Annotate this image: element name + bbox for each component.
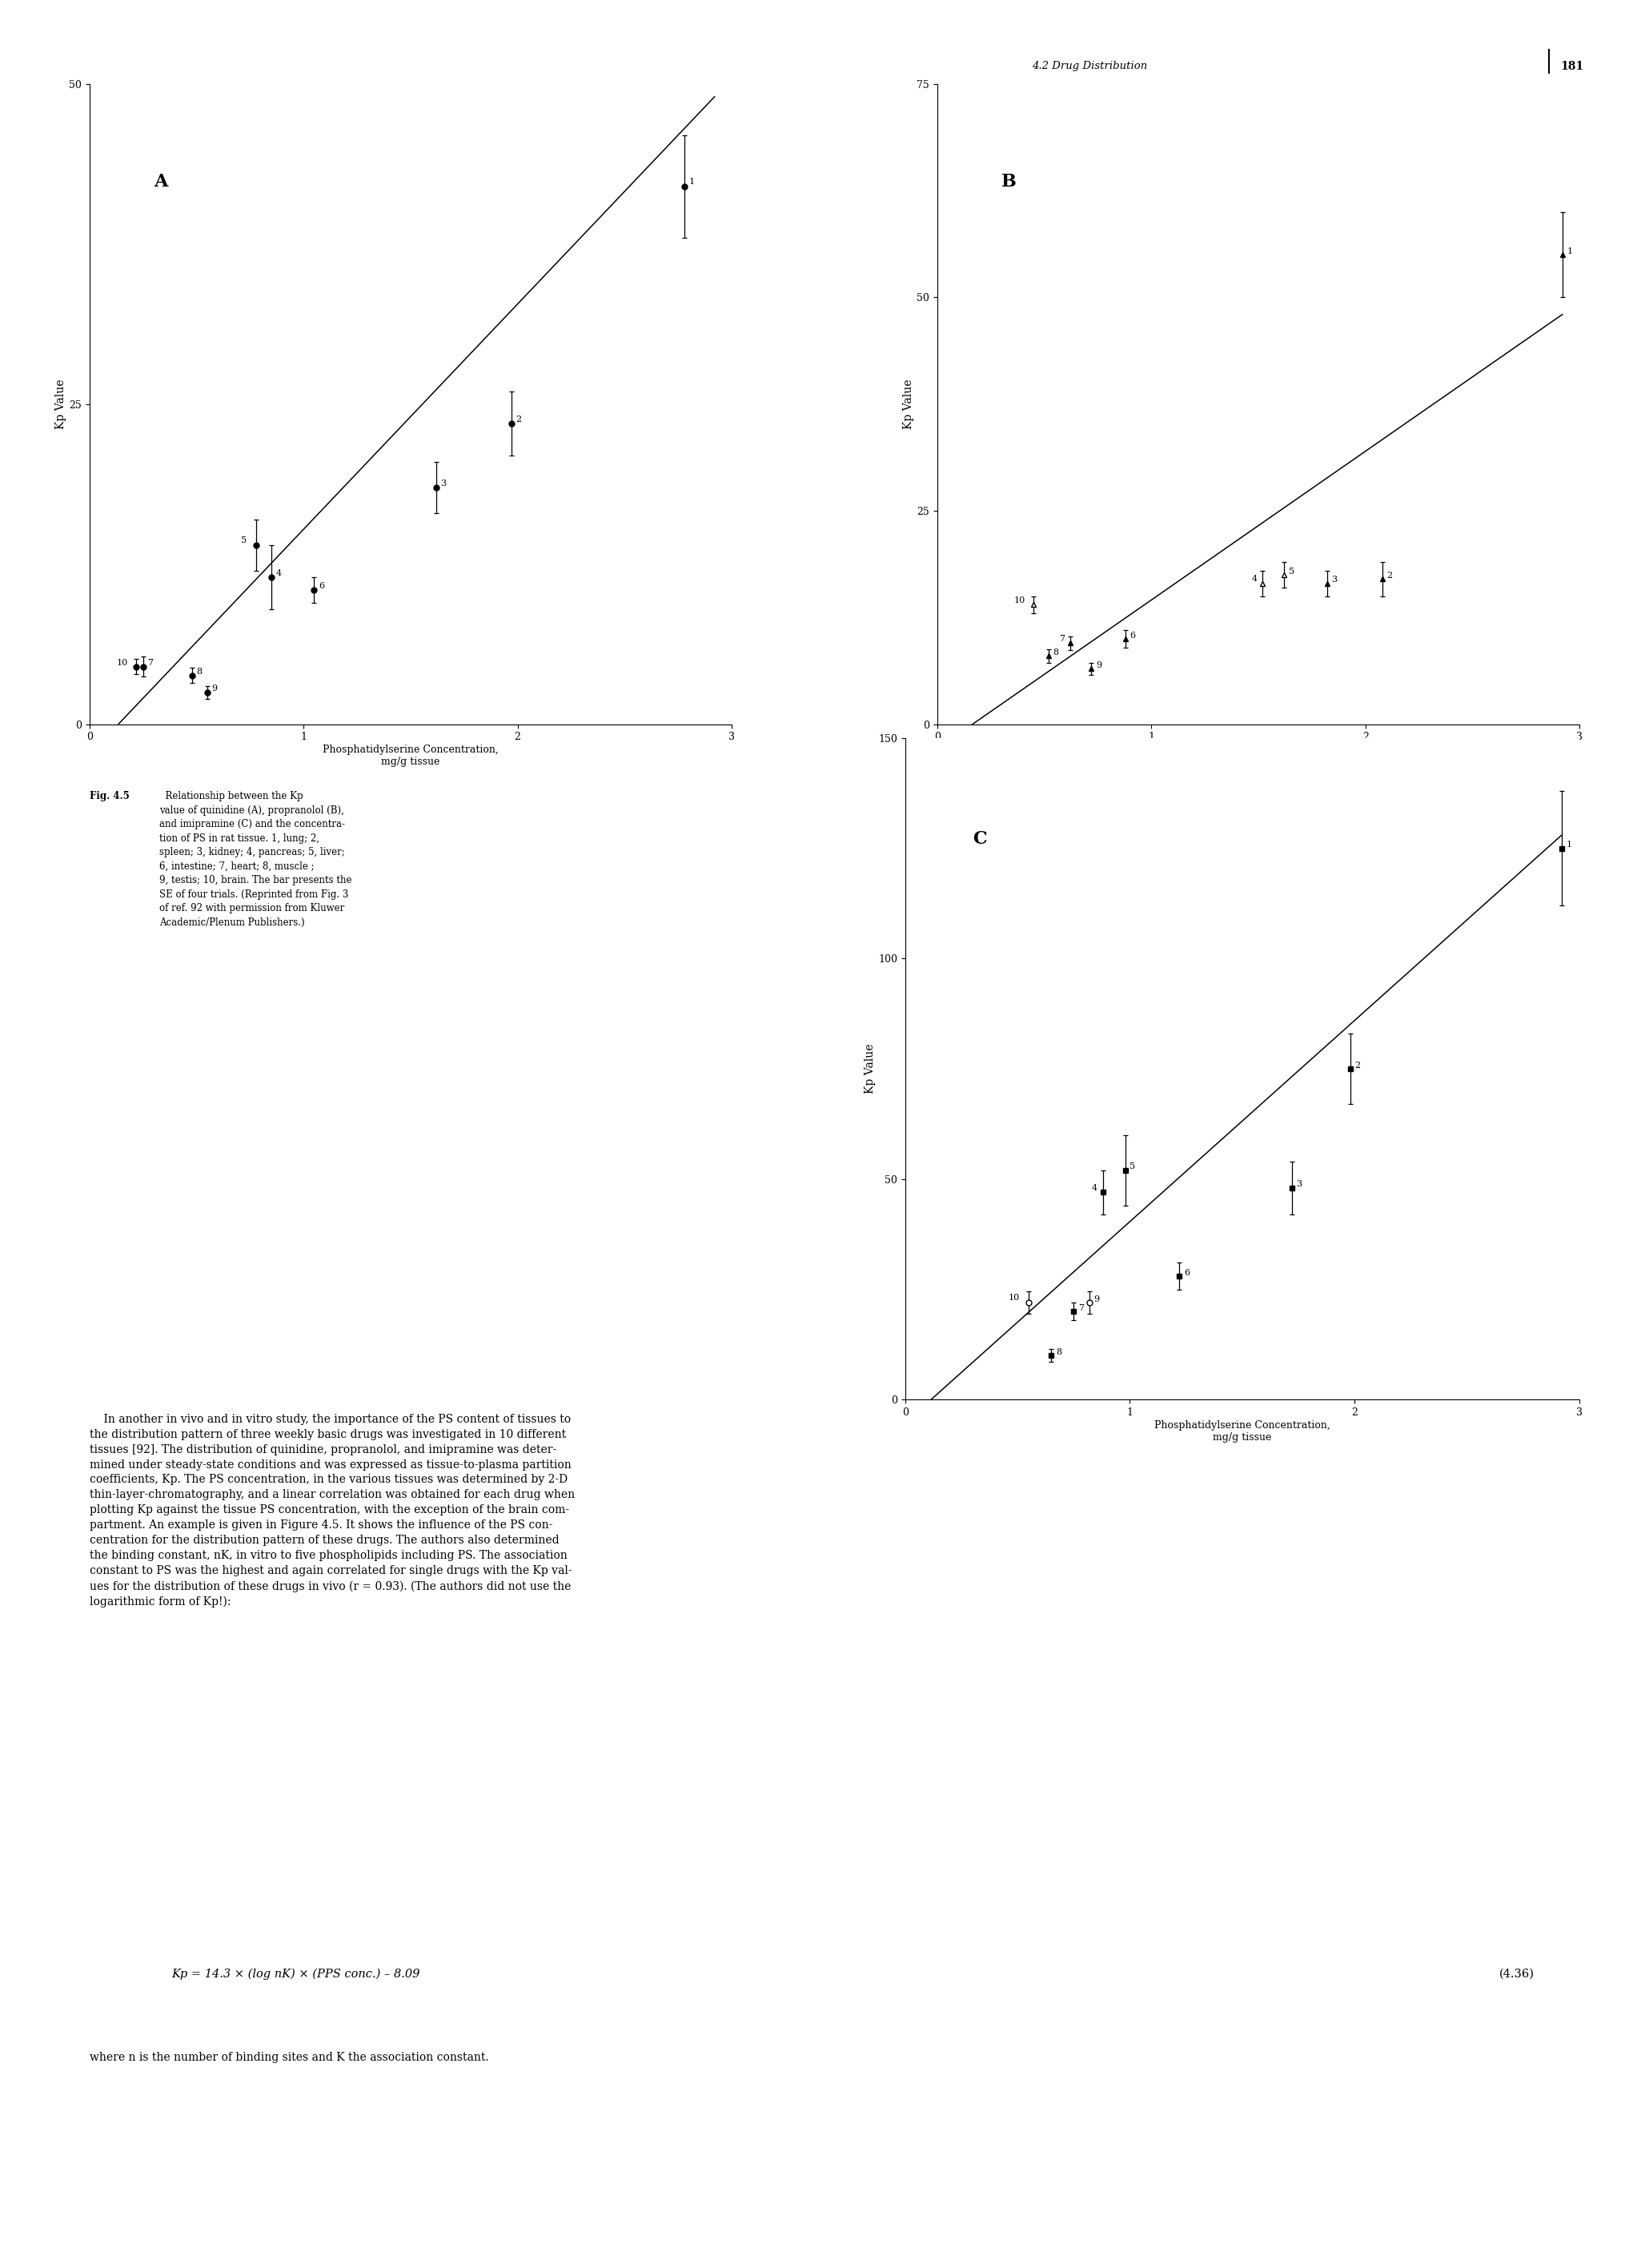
Text: 1: 1: [1566, 841, 1571, 848]
Text: (4.36): (4.36): [1500, 1969, 1534, 1980]
Text: 10: 10: [1014, 596, 1025, 603]
Text: 181: 181: [1560, 61, 1583, 73]
Text: Fig. 4.5: Fig. 4.5: [89, 792, 130, 801]
Text: 4: 4: [1092, 1184, 1097, 1191]
Text: A: A: [154, 172, 167, 191]
Text: 4: 4: [1251, 574, 1258, 583]
Text: B: B: [1001, 172, 1017, 191]
Text: 5: 5: [240, 535, 247, 544]
Text: 4.2 Drug Distribution: 4.2 Drug Distribution: [1032, 61, 1147, 73]
Text: 8: 8: [197, 669, 202, 676]
Text: Kp = 14.3 × (log nK) × (PPS conc.) – 8.09: Kp = 14.3 × (log nK) × (PPS conc.) – 8.0…: [171, 1969, 419, 1980]
Text: 1: 1: [1566, 247, 1573, 256]
Text: 5: 5: [1289, 567, 1294, 576]
Text: 4: 4: [276, 569, 281, 578]
Text: 5: 5: [1129, 1163, 1136, 1170]
Text: 9: 9: [1094, 1295, 1100, 1304]
Text: 10: 10: [1009, 1295, 1020, 1302]
Y-axis label: Kp Value: Kp Value: [904, 379, 915, 429]
X-axis label: Phosphatidylserine Concentration,
mg/g tissue: Phosphatidylserine Concentration, mg/g t…: [1170, 744, 1345, 767]
Text: 9: 9: [1095, 662, 1102, 669]
Text: 6: 6: [1129, 631, 1136, 640]
Text: In another in vivo and in vitro study, the importance of the PS content of tissu: In another in vivo and in vitro study, t…: [89, 1413, 575, 1608]
Text: 8: 8: [1053, 649, 1058, 655]
Text: 9: 9: [211, 685, 218, 692]
X-axis label: Phosphatidylserine Concentration,
mg/g tissue: Phosphatidylserine Concentration, mg/g t…: [1154, 1420, 1331, 1442]
Text: 6: 6: [1183, 1268, 1190, 1277]
Text: 7: 7: [1060, 635, 1064, 642]
Text: 7: 7: [1077, 1304, 1084, 1311]
Text: 3: 3: [1297, 1179, 1302, 1188]
Y-axis label: Kp Value: Kp Value: [55, 379, 67, 429]
Text: 3: 3: [440, 481, 447, 488]
X-axis label: Phosphatidylserine Concentration,
mg/g tissue: Phosphatidylserine Concentration, mg/g t…: [323, 744, 499, 767]
Text: 7: 7: [148, 660, 153, 667]
Text: 3: 3: [1331, 576, 1337, 583]
Text: 10: 10: [117, 660, 128, 667]
Text: 2: 2: [1388, 572, 1393, 581]
Y-axis label: Kp Value: Kp Value: [864, 1043, 876, 1093]
Text: 1: 1: [689, 177, 696, 186]
Text: 2: 2: [515, 415, 522, 424]
Text: 6: 6: [318, 583, 325, 590]
Text: 2: 2: [1355, 1061, 1360, 1070]
Text: where n is the number of binding sites and K the association constant.: where n is the number of binding sites a…: [89, 2053, 489, 2064]
Text: Relationship between the Kp
value of quinidine (A), propranolol (B),
and imipram: Relationship between the Kp value of qui…: [159, 792, 353, 928]
Text: C: C: [972, 830, 986, 848]
Text: 8: 8: [1056, 1347, 1061, 1356]
